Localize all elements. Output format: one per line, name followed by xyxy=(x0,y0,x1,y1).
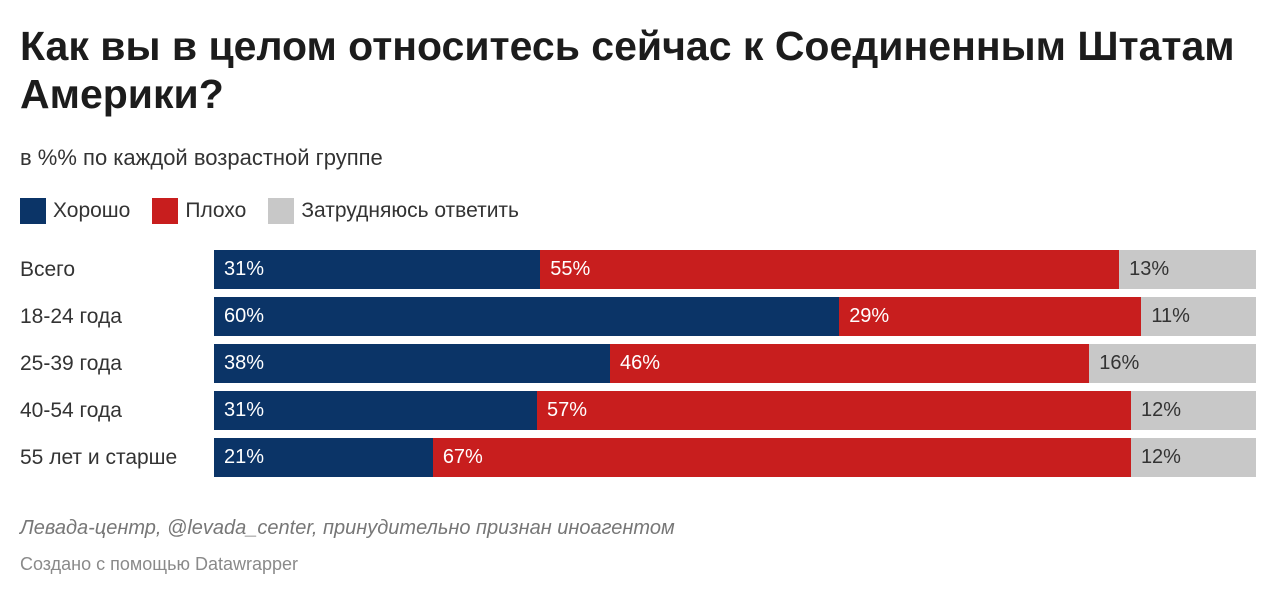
legend-item-bad: Плохо xyxy=(152,197,246,225)
bar-row: 18-24 года 60% 29% 11% xyxy=(20,297,1256,336)
legend-item-unsure: Затрудняюсь ответить xyxy=(268,197,519,225)
bar-row: Всего 31% 55% 13% xyxy=(20,250,1256,289)
category-label: 25-39 года xyxy=(20,352,122,375)
bar-row: 25-39 года 38% 46% 16% xyxy=(20,344,1256,383)
legend-swatch-good xyxy=(20,198,46,224)
chart-subtitle: в %% по каждой возрастной группе xyxy=(20,145,383,170)
category-label: Всего xyxy=(20,258,76,281)
legend-label-unsure: Затрудняюсь ответить xyxy=(301,199,519,222)
bar-segment-unsure: 11% xyxy=(1141,297,1256,336)
legend-label-bad: Плохо xyxy=(185,199,247,222)
credit-note: Создано с помощью Datawrapper xyxy=(20,554,299,574)
bar-segment-bad: 57% xyxy=(537,391,1131,430)
stacked-bar: 31% 55% 13% xyxy=(214,250,1256,289)
bar-row: 55 лет и старше 21% 67% 12% xyxy=(20,438,1256,477)
bar-segment-good: 21% xyxy=(214,438,433,477)
category-label: 18-24 года xyxy=(20,305,122,328)
bar-segment-good: 31% xyxy=(214,250,541,289)
bar-segment-good: 60% xyxy=(214,297,840,336)
chart-title: Как вы в целом относитесь сейчас к Соеди… xyxy=(20,23,1235,117)
stacked-bar: 38% 46% 16% xyxy=(214,344,1256,383)
bar-segment-good: 38% xyxy=(214,344,610,383)
bar-segment-bad: 46% xyxy=(609,344,1090,383)
bar-segment-unsure: 13% xyxy=(1119,250,1256,289)
source-note: Левада-центр, @levada_center, принудител… xyxy=(20,517,675,539)
stacked-bar: 21% 67% 12% xyxy=(214,438,1256,477)
chart-legend: Хорошо Плохо Затрудняюсь ответить xyxy=(20,197,541,225)
category-label: 40-54 года xyxy=(20,399,122,422)
bar-row: 40-54 года 31% 57% 12% xyxy=(20,391,1256,430)
bar-segment-unsure: 16% xyxy=(1089,344,1256,383)
bar-segment-bad: 55% xyxy=(540,250,1120,289)
legend-swatch-unsure xyxy=(268,198,295,224)
bar-segment-bad: 29% xyxy=(839,297,1142,336)
bar-segment-good: 31% xyxy=(214,391,538,430)
bar-segment-bad: 67% xyxy=(432,438,1131,477)
stacked-bar: 60% 29% 11% xyxy=(214,297,1256,336)
legend-swatch-bad xyxy=(152,198,179,224)
stacked-bar: 31% 57% 12% xyxy=(214,391,1256,430)
legend-item-good: Хорошо xyxy=(20,197,130,225)
legend-label-good: Хорошо xyxy=(53,199,131,222)
category-label: 55 лет и старше xyxy=(20,446,178,469)
stacked-bar-chart: Всего 31% 55% 13% 18-24 года 60% 29% 11% 25-39 г… xyxy=(20,250,1256,485)
bar-segment-unsure: 12% xyxy=(1130,438,1256,477)
bar-segment-unsure: 12% xyxy=(1130,391,1256,430)
